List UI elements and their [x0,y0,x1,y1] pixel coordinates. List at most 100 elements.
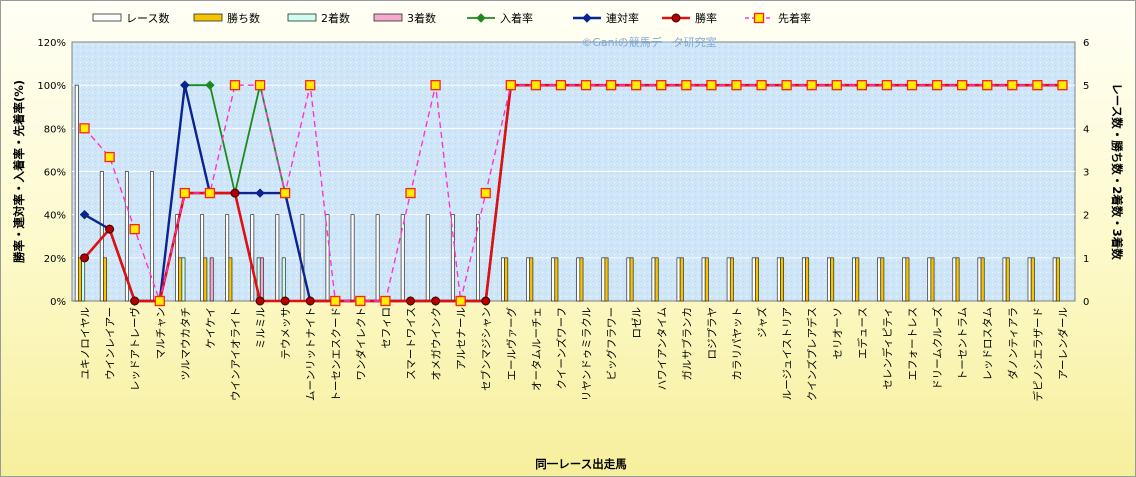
second-count-bar [81,257,86,302]
win-count-bar [529,257,534,302]
beat-rate-point [781,80,792,91]
beat-rate-point [330,295,341,307]
legend-marker [582,13,592,23]
race-count-bar [1027,257,1032,302]
right-tick-label: 1 [1083,254,1089,265]
left-tick-label: 40% [44,211,66,222]
race-count-bar [501,257,505,302]
win-count-bar [805,257,810,302]
category-label: レッドアトレーヴ [129,307,142,391]
win-count-bar [980,257,985,302]
beat-rate-point [1032,80,1043,91]
left-tick-label: 60% [44,168,66,179]
race-count-bar [977,257,982,302]
beat-rate-point [580,80,592,91]
category-label: トーセントラム [957,307,969,380]
beat-rate-point [129,223,140,235]
race-count-bar [776,257,781,302]
beat-rate-point [455,295,466,307]
beat-rate-point [605,80,617,91]
category-label: ルージュイストリア [782,307,794,400]
win-count-bar [880,257,885,302]
category-label: リヤンドゥミラクル [581,307,593,401]
category-label: アルセナール [456,307,468,370]
race-count-bar [425,214,430,302]
win-count-bar [905,257,910,302]
category-label: ダノンティアラ [1006,307,1019,380]
rentai-rate-point [79,209,90,220]
second-count-bar [281,257,286,302]
beat-rate-point [856,80,868,91]
legend-label: 入着率 [500,11,533,25]
category-label: エールヴァーグ [505,307,518,381]
beat-rate-point [731,80,742,91]
win-count-bar [228,257,233,302]
beat-rate-point [1057,80,1068,91]
race-count-bar [726,257,731,302]
race-count-bar [450,214,455,302]
category-label: ミルミル [255,307,267,349]
right-axis-title: レース数・勝ち数・2着数・3着数 [1110,83,1124,260]
x-axis-title: 同一レース出走馬 [535,457,626,471]
rentai-rate-point [180,80,190,90]
beat-rate-line [84,84,1063,302]
category-label: ワンダイレクト [354,307,367,381]
win-count-bar [1005,257,1010,302]
win-count-bar [1055,257,1060,302]
win-count-bar [604,257,609,302]
lines-layer [79,80,1068,307]
win-count-bar [77,257,82,302]
beat-rate-point [154,295,165,307]
category-label: ロジプラヤ [706,307,718,360]
win-count-bar [504,257,509,302]
race-count-bar [124,171,129,302]
right-axis-ticks: 0 1 2 3 4 5 6 [1083,38,1089,308]
beat-rate-point [982,80,993,91]
win-rate-point [406,296,416,306]
win-rate-point [105,224,115,234]
category-label: ウインアイオライト [230,307,242,401]
right-tick-label: 3 [1083,168,1089,179]
right-tick-label: 2 [1083,211,1089,222]
beat-rate-point [380,295,391,307]
category-label: ケイケイ [205,307,217,349]
win-count-bar [930,257,935,302]
beat-rate-point [1007,80,1018,91]
win-count-bar [830,257,835,302]
legend-label: 2着数 [321,11,350,25]
win-count-bar [629,257,634,302]
race-count-bar [651,257,656,302]
race-count-bar [1002,257,1007,302]
beat-rate-point [405,187,416,199]
beat-rate-point [79,123,90,134]
category-label: ビッグフラワー [605,307,618,381]
win-count-bar [103,257,107,302]
category-label: スマートワイス [406,307,418,380]
legend-label: レース数 [126,12,169,25]
category-label: トーセンエスクード [330,307,342,402]
beat-rate-point [104,151,115,163]
right-tick-label: 5 [1083,81,1089,92]
beat-rate-point [906,80,918,91]
beat-rate-point [806,80,817,91]
right-tick-label: 4 [1083,124,1089,135]
category-label: エフォートレス [907,307,919,381]
left-tick-label: 0% [50,297,66,308]
category-label: デピノシエラザード [1031,307,1044,402]
category-label: クインズプレアデス [806,307,819,401]
rentai-rate-point [255,188,265,198]
second-count-bar [181,257,186,302]
category-label: ドリームクルーズ [931,307,944,390]
beat-rate-point [179,187,190,199]
category-label: ツルマウカタチ [180,307,192,381]
win-rate-point [130,296,140,306]
race-count-bar [400,214,405,302]
legend-label: 3着数 [407,11,436,25]
beat-rate-point [555,80,567,91]
beat-rate-point [480,187,491,199]
legend-marker [753,12,765,24]
win-count-bar [203,257,208,302]
race-count-bar [801,257,806,302]
legend-marker [476,13,486,23]
race-count-bar [601,257,606,302]
